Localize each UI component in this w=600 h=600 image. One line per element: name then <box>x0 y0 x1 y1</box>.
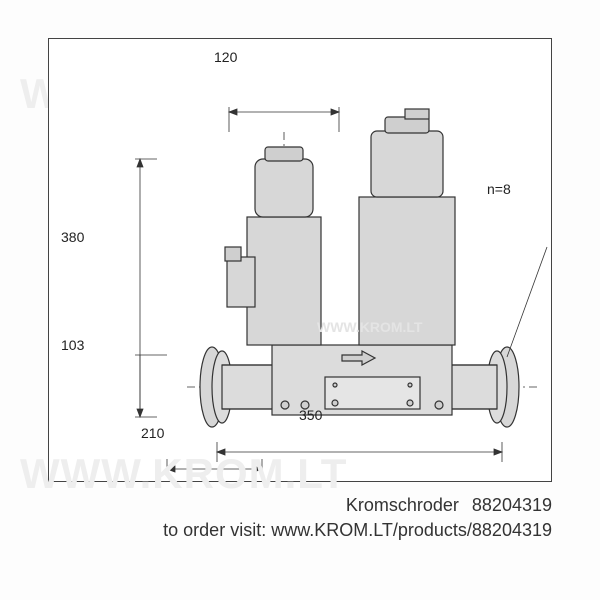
dim-height: 380 <box>61 229 84 245</box>
footer: Kromschroder 88204319 to order visit: ww… <box>48 495 552 541</box>
dim-bolt-count: n=8 <box>487 181 511 197</box>
dim-top-width: 120 <box>214 49 237 65</box>
dim-body-length: 350 <box>299 407 322 423</box>
part-number: 88204319 <box>472 495 552 515</box>
drawing-frame: 120 380 103 210 350 n=8 WWW.KROM.LT <box>48 38 552 482</box>
valve-drawing <box>107 87 591 507</box>
watermark-center: WWW.KROM.LT <box>317 319 423 335</box>
dim-left-depth: 210 <box>141 425 164 441</box>
dim-flange-offset: 103 <box>61 337 84 353</box>
brand-label: Kromschroder <box>346 495 459 515</box>
canvas: WWW.KROM.LT <box>0 0 600 600</box>
order-link-text: to order visit: www.KROM.LT/products/882… <box>48 520 552 541</box>
